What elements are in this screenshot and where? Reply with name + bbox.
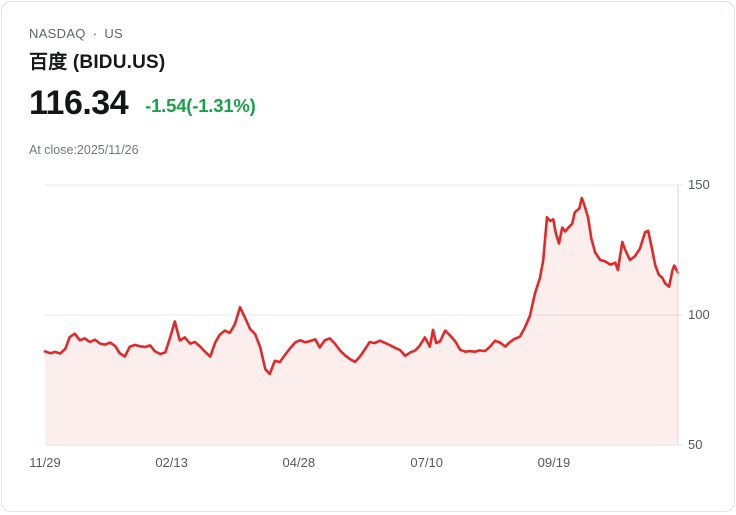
x-axis-label: 04/28 (282, 455, 316, 470)
exchange-line: NASDAQ · US (29, 26, 123, 41)
y-axis-label: 50 (688, 437, 703, 452)
price-line (43, 196, 680, 376)
as-of-timestamp: At close:2025/11/26 (29, 143, 139, 157)
y-axis-label: 100 (688, 307, 710, 322)
price-change: -1.54(-1.31%) (145, 95, 256, 116)
gridlines (45, 184, 683, 446)
x-axis-label: 07/10 (410, 455, 443, 470)
security-title: 百度 (BIDU.US) (29, 52, 166, 73)
area-fill (45, 198, 678, 445)
region-label: US (104, 26, 124, 41)
price-row: 116.34 -1.54(-1.31%) (29, 85, 256, 121)
x-axis-label: 09/19 (537, 455, 571, 470)
y-axis-label: 150 (688, 177, 710, 192)
x-axis-label: 11/29 (29, 455, 61, 470)
last-price: 116.34 (29, 84, 129, 122)
x-axis-label: 02/13 (155, 455, 188, 470)
exchange-label: NASDAQ (29, 26, 86, 41)
exchange-separator-dot: · (92, 26, 98, 41)
